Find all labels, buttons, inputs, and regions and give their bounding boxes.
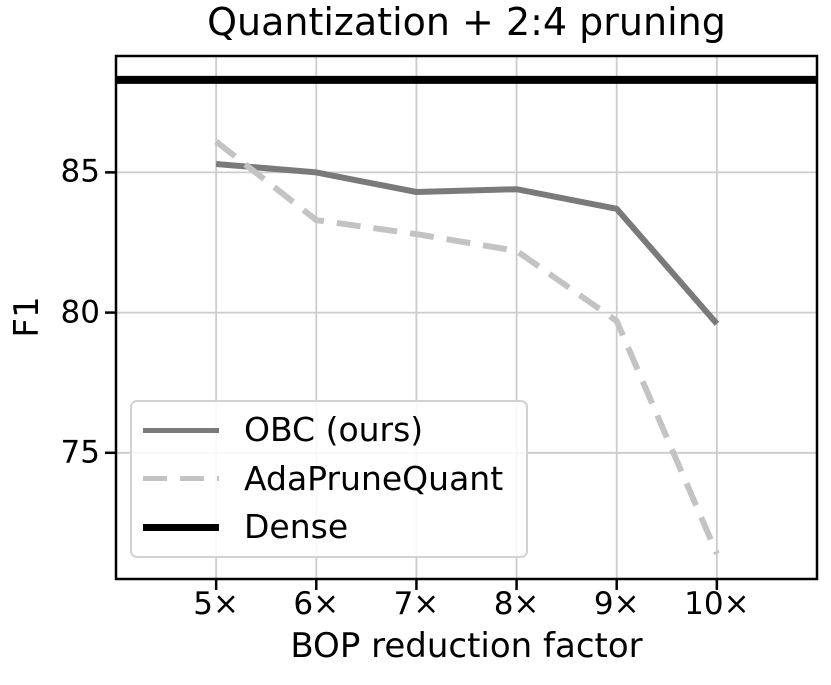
chart-title: Quantization + 2:4 pruning [207, 0, 726, 44]
y-tick-label: 85 [60, 153, 100, 190]
y-axis-label: F1 [7, 296, 47, 338]
x-axis-label: BOP reduction factor [290, 626, 643, 666]
dense-solid-line-icon [143, 524, 219, 532]
series-line-adaprunequant [214, 139, 720, 555]
x-tick-label: 5× [193, 586, 239, 622]
axes-border [114, 54, 819, 581]
legend-item-obc: OBC (ours) [132, 410, 526, 450]
legend: OBC (ours) AdaPruneQuant Dense [130, 400, 528, 558]
legend-label-dense: Dense [244, 507, 349, 547]
legend-label-adaprunequant: AdaPruneQuant [244, 458, 504, 498]
legend-label-obc: OBC (ours) [244, 410, 424, 450]
y-tick-label: 80 [60, 293, 100, 330]
x-tick-label: 7× [393, 586, 440, 622]
y-tick-label: 75 [60, 434, 100, 471]
x-tick-label: 9× [593, 586, 640, 622]
adaprunequant-dashed-line-icon [143, 476, 219, 482]
obc-solid-line-icon [143, 427, 219, 433]
legend-item-adaprunequant: AdaPruneQuant [132, 458, 526, 498]
legend-item-dense: Dense [132, 509, 526, 545]
x-tick-label: 6× [293, 586, 340, 622]
series-line-obc-ours [215, 161, 720, 326]
x-tick-label: 8× [493, 586, 540, 622]
x-tick-label: 10× [684, 586, 750, 622]
